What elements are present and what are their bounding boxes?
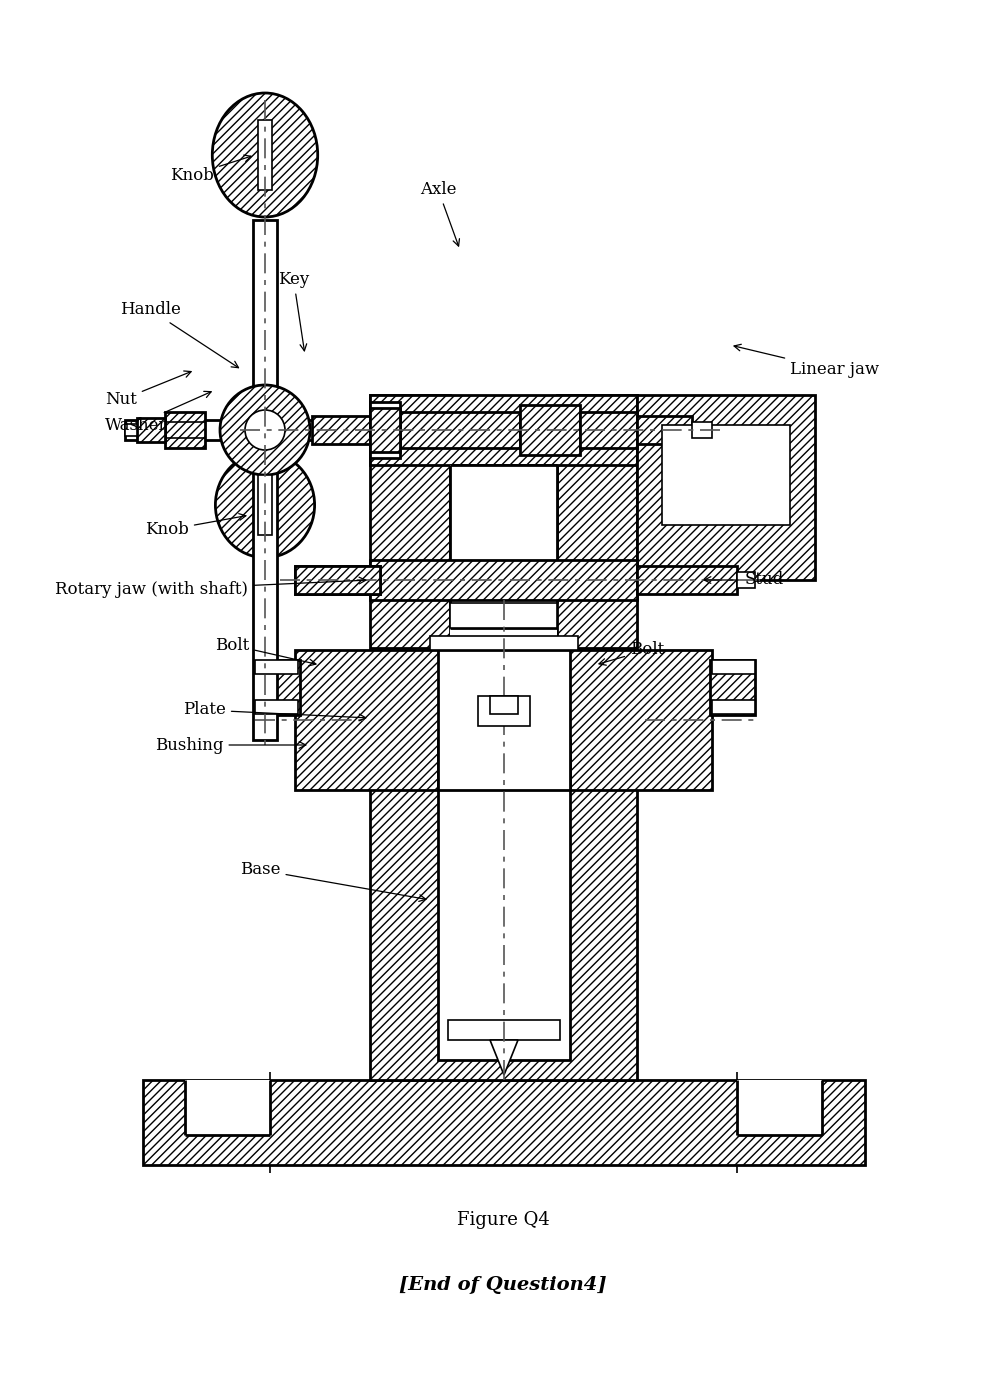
Bar — [253, 220, 277, 740]
Text: Axle: Axle — [420, 182, 459, 247]
Bar — [143, 1080, 865, 1166]
Ellipse shape — [220, 385, 310, 475]
Bar — [125, 424, 137, 437]
Text: Plate: Plate — [183, 701, 366, 721]
Text: Figure Q4: Figure Q4 — [456, 1211, 550, 1229]
Ellipse shape — [215, 452, 314, 557]
Bar — [438, 740, 570, 1060]
Bar — [662, 426, 790, 525]
Bar — [557, 395, 637, 649]
Text: Washer: Washer — [105, 391, 211, 434]
Text: Key: Key — [278, 272, 309, 351]
Bar — [370, 407, 400, 452]
Text: [End of Question4]: [End of Question4] — [399, 1277, 607, 1295]
Bar — [520, 405, 580, 455]
Text: Stud: Stud — [704, 571, 784, 589]
Text: Rotary jaw (with shaft): Rotary jaw (with shaft) — [55, 577, 366, 599]
Text: Knob: Knob — [145, 514, 246, 539]
Bar — [737, 572, 755, 588]
Text: Nut: Nut — [105, 371, 191, 409]
Bar — [255, 700, 298, 714]
Bar — [258, 121, 272, 190]
Bar — [370, 740, 637, 1080]
Bar — [370, 395, 637, 464]
Bar — [255, 660, 298, 674]
Bar — [430, 636, 578, 650]
Bar — [438, 650, 570, 790]
Bar — [185, 1080, 270, 1135]
Bar — [400, 412, 520, 448]
Bar — [637, 565, 737, 595]
Ellipse shape — [212, 93, 317, 218]
Bar — [165, 412, 205, 448]
Text: Base: Base — [240, 862, 426, 901]
Bar — [295, 650, 712, 790]
Text: Knob: Knob — [170, 155, 251, 183]
Bar — [450, 464, 557, 649]
Text: Linear jaw: Linear jaw — [734, 344, 879, 378]
Text: Bushing: Bushing — [155, 736, 306, 754]
Bar — [125, 420, 382, 439]
Text: Handle: Handle — [120, 302, 239, 367]
Bar — [137, 419, 165, 442]
Bar — [258, 475, 272, 535]
Bar — [490, 696, 518, 714]
Bar — [255, 660, 300, 715]
Bar — [637, 416, 692, 444]
Bar — [710, 660, 755, 715]
Bar — [295, 565, 380, 595]
Bar — [637, 395, 815, 579]
Polygon shape — [490, 1040, 518, 1076]
Bar — [450, 603, 557, 628]
Bar — [737, 1080, 822, 1135]
Bar — [580, 412, 637, 448]
Bar — [370, 560, 637, 600]
Bar — [692, 421, 712, 438]
Bar — [448, 1020, 560, 1040]
Bar — [712, 700, 755, 714]
Bar — [312, 416, 382, 444]
Ellipse shape — [245, 410, 285, 450]
Text: Bolt: Bolt — [215, 636, 316, 665]
Bar — [370, 395, 450, 649]
Bar — [370, 402, 400, 457]
Text: Bolt: Bolt — [599, 642, 665, 665]
Bar — [295, 565, 380, 595]
Bar — [712, 660, 755, 674]
Bar — [478, 696, 530, 726]
